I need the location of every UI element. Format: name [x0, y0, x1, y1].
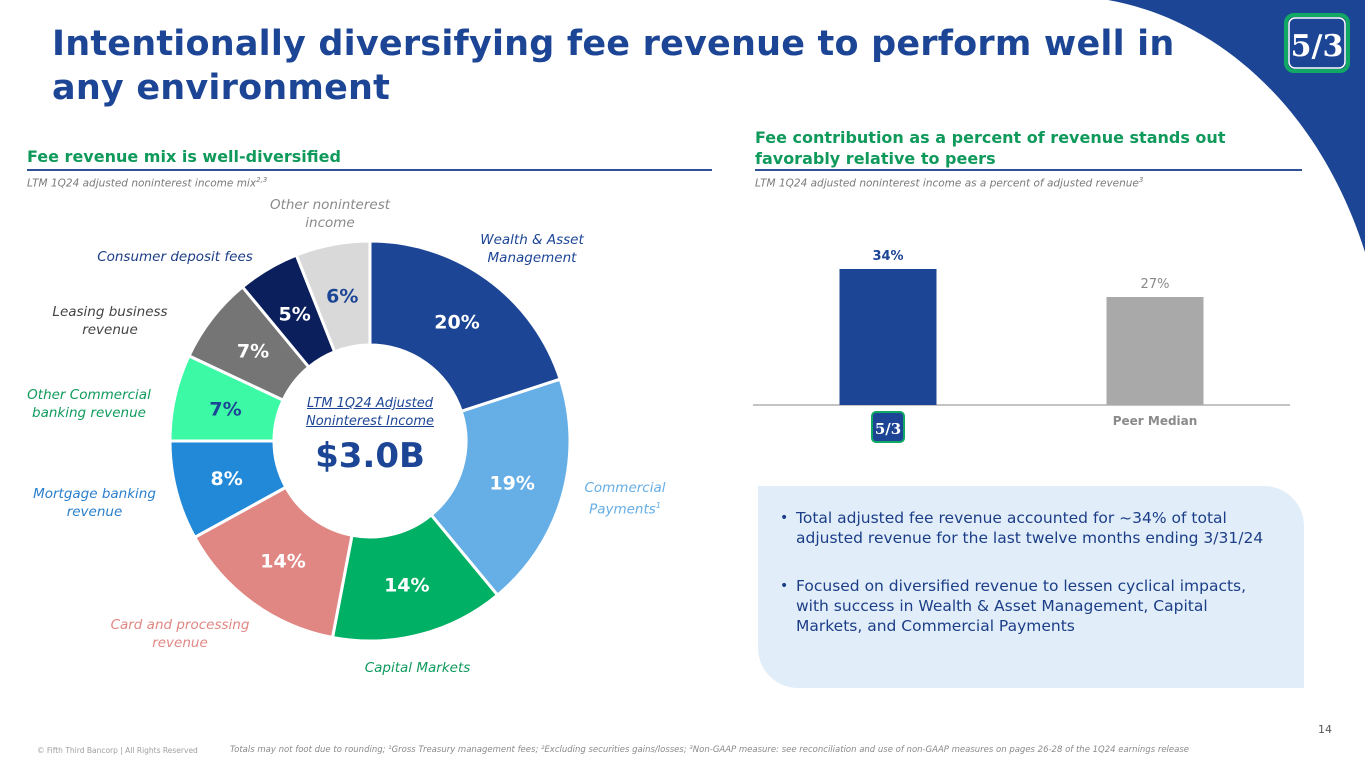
- center-caption-line2: Noninterest Income: [305, 414, 435, 429]
- label-wealth-asset-management: Wealth & Asset Management: [480, 232, 584, 266]
- donut-slice-value-4: 14%: [260, 551, 305, 573]
- label-mortgage-banking: Mortgage banking revenue: [33, 486, 156, 520]
- label-capital-markets: Capital Markets: [364, 660, 471, 676]
- label-commercial-payments-text: Commercial Payments: [584, 480, 666, 518]
- right-section-subheading: LTM 1Q24 adjusted noninterest income as …: [755, 176, 1143, 190]
- donut-slice-value-9: 6%: [326, 286, 358, 308]
- page-title: Intentionally diversifying fee revenue t…: [52, 24, 1175, 108]
- right-section-heading: Fee contribution as a percent of revenue…: [755, 128, 1226, 168]
- fifth-third-logo-icon: 5/3: [1284, 13, 1350, 73]
- donut-slice-value-3: 14%: [384, 574, 429, 596]
- donut-slice-value-6: 7%: [209, 399, 241, 421]
- key-point: Focused on diversified revenue to lessen…: [780, 576, 1274, 636]
- left-subheading-sup: 2,3: [256, 176, 268, 184]
- donut-slice-value-2: 19%: [489, 472, 534, 494]
- key-points-box: Total adjusted fee revenue accounted for…: [758, 486, 1304, 688]
- donut-slice-value-5: 8%: [211, 468, 243, 490]
- donut-slice-value-8: 5%: [279, 304, 311, 326]
- bar-fifth-third: [839, 269, 937, 405]
- label-other-commercial-banking: Other Commercial banking revenue: [27, 387, 151, 421]
- label-commercial-payments-sup: 1: [655, 501, 661, 510]
- bar-peer-median: [1106, 297, 1204, 405]
- key-points-list: Total adjusted fee revenue accounted for…: [758, 486, 1304, 636]
- right-subheading-sup: 3: [1138, 176, 1144, 184]
- left-section-heading: Fee revenue mix is well-diversified: [27, 147, 341, 166]
- bar-category-label-2: Peer Median: [1113, 414, 1198, 428]
- donut-center-caption: LTM 1Q24 Adjusted Noninterest Income: [290, 395, 450, 431]
- label-consumer-deposit-fees: Consumer deposit fees: [97, 249, 253, 265]
- left-subheading-text: LTM 1Q24 adjusted noninterest income mix: [27, 177, 257, 190]
- footnotes: Totals may not foot due to rounding; ¹Gr…: [230, 745, 1190, 755]
- copyright: © Fifth Third Bancorp | All Rights Reser…: [37, 746, 198, 755]
- right-subheading-text: LTM 1Q24 adjusted noninterest income as …: [755, 177, 1139, 190]
- center-caption-line1: LTM 1Q24 Adjusted: [307, 396, 433, 411]
- bar-value-label-1: 34%: [872, 249, 903, 264]
- donut-slice-value-7: 7%: [237, 340, 269, 362]
- bar-chart: 34% 5/3 27% Peer Median: [753, 249, 1290, 443]
- key-point: Total adjusted fee revenue accounted for…: [780, 508, 1274, 548]
- svg-text:5/3: 5/3: [875, 420, 901, 438]
- label-leasing-business: Leasing business revenue: [52, 304, 168, 338]
- donut-slice-1: [368, 239, 563, 414]
- bar-value-label-2: 27%: [1141, 277, 1170, 292]
- donut-slice-2: [429, 377, 572, 598]
- label-card-processing: Card and processing revenue: [110, 617, 250, 651]
- left-section-subheading: LTM 1Q24 adjusted noninterest income mix…: [27, 176, 267, 190]
- fifth-third-logo-icon: 5/3: [871, 411, 905, 443]
- left-section-divider: [27, 169, 712, 171]
- donut-center-value: $3.0B: [315, 436, 425, 476]
- donut-chart: 20% 19% 14% 14% 8% 7% 7% 5% 6%: [168, 239, 572, 643]
- label-commercial-payments: Commercial Payments1: [575, 479, 675, 519]
- right-section-divider: [755, 169, 1302, 171]
- donut-slice-value-1: 20%: [434, 311, 479, 333]
- page-number: 14: [1318, 723, 1332, 736]
- label-other-noninterest-income: Other noninterest income: [269, 197, 391, 231]
- donut-slice-9: [294, 239, 372, 354]
- svg-text:5/3: 5/3: [1291, 29, 1344, 64]
